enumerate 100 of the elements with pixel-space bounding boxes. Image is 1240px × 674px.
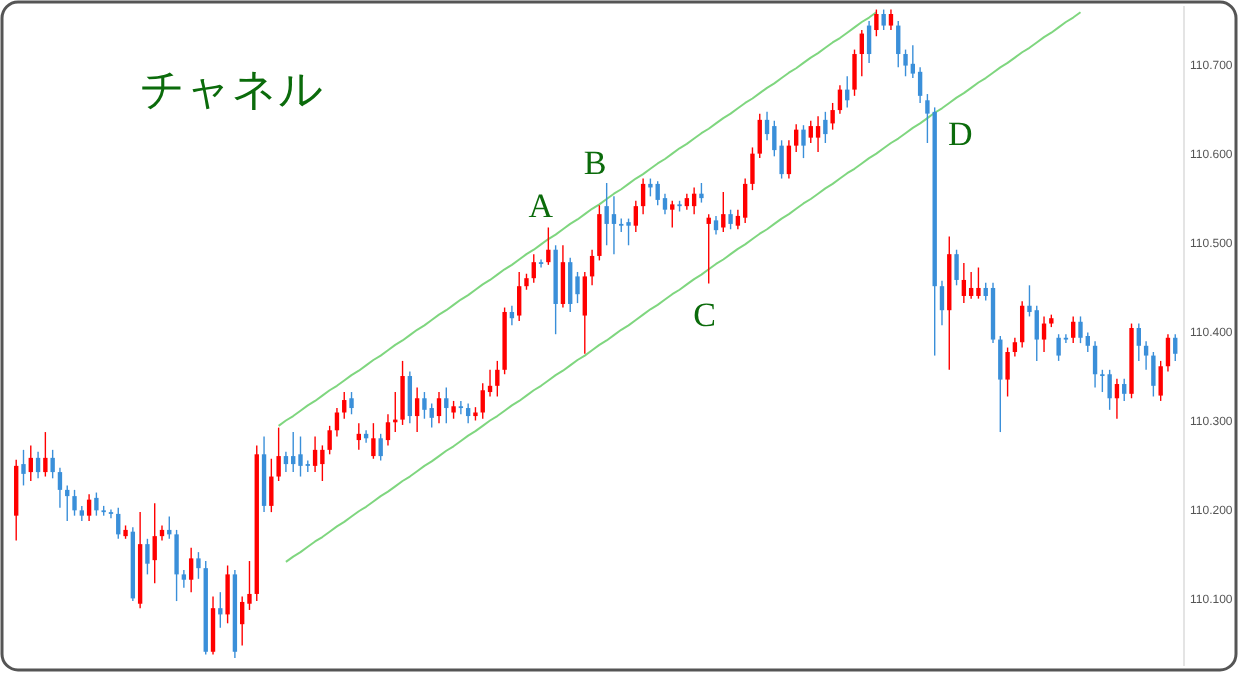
candlestick bbox=[188, 547, 194, 593]
candlestick bbox=[1114, 378, 1120, 420]
candlestick bbox=[837, 84, 843, 115]
candlestick bbox=[495, 360, 500, 398]
candlestick bbox=[269, 458, 274, 513]
candlestick bbox=[582, 271, 587, 355]
candlestick bbox=[742, 177, 748, 224]
candlestick bbox=[699, 182, 704, 204]
candlestick bbox=[888, 8, 894, 31]
candlestick bbox=[1143, 340, 1149, 371]
candlestick bbox=[181, 569, 187, 589]
candlestick bbox=[954, 249, 959, 286]
candlestick bbox=[1136, 322, 1141, 362]
candlestick bbox=[94, 491, 99, 517]
candlestick bbox=[874, 8, 879, 37]
candlestick bbox=[1107, 369, 1112, 411]
candlestick bbox=[998, 335, 1003, 433]
candlestick bbox=[655, 180, 660, 206]
candlestick bbox=[626, 217, 631, 246]
candlestick bbox=[327, 425, 332, 455]
candlestick bbox=[57, 466, 63, 509]
candlestick bbox=[830, 102, 835, 131]
candlestick bbox=[320, 444, 325, 482]
candlestick bbox=[764, 111, 770, 142]
candlestick bbox=[334, 407, 340, 438]
candlestick bbox=[823, 111, 828, 144]
candlestick bbox=[1151, 351, 1156, 398]
candlestick bbox=[670, 200, 675, 229]
candlestick bbox=[1034, 305, 1039, 362]
candlestick bbox=[896, 20, 901, 69]
candlestick bbox=[276, 426, 281, 482]
candlestick bbox=[917, 66, 923, 104]
candlestick bbox=[385, 413, 391, 447]
annotation: C bbox=[693, 296, 716, 335]
candlestick bbox=[291, 431, 296, 473]
annotation: B bbox=[583, 144, 607, 183]
candlestick bbox=[866, 20, 872, 64]
candlestick bbox=[378, 433, 383, 462]
candlestick bbox=[568, 257, 573, 313]
candlestick bbox=[1005, 346, 1010, 398]
candlestick bbox=[757, 112, 762, 159]
candlestick bbox=[43, 431, 48, 478]
candlestick bbox=[881, 8, 886, 31]
candlestick bbox=[808, 120, 813, 144]
candlestick bbox=[633, 200, 639, 233]
candlestick bbox=[1158, 360, 1163, 402]
candlestick bbox=[152, 502, 157, 584]
annotation: A bbox=[528, 187, 555, 226]
candlestick bbox=[50, 449, 55, 480]
candlestick bbox=[210, 595, 216, 656]
candlestick bbox=[349, 391, 354, 415]
candlestick bbox=[1092, 340, 1098, 389]
candlestick bbox=[794, 123, 799, 153]
candlestick bbox=[1165, 333, 1171, 373]
candlestick bbox=[721, 191, 726, 233]
candlestick bbox=[728, 208, 733, 230]
candlestick bbox=[312, 435, 318, 473]
candlestick bbox=[903, 48, 908, 77]
candlestick bbox=[961, 262, 967, 304]
candlestick bbox=[72, 489, 77, 517]
candlestick bbox=[196, 551, 201, 580]
candlestick bbox=[116, 506, 121, 540]
candlestick bbox=[517, 271, 522, 322]
candlestick bbox=[1012, 337, 1018, 358]
candlestick bbox=[640, 177, 646, 215]
candlestick bbox=[86, 493, 92, 522]
candlestick bbox=[976, 266, 981, 300]
candlestick bbox=[35, 450, 41, 480]
candlestick bbox=[538, 258, 544, 269]
candlestick bbox=[750, 146, 755, 191]
candlestick bbox=[1071, 315, 1076, 344]
candlestick bbox=[1019, 300, 1025, 349]
candlestick bbox=[611, 195, 617, 255]
candlestick bbox=[108, 508, 114, 520]
candlestick bbox=[939, 280, 945, 327]
candlestick bbox=[28, 444, 33, 482]
candlestick bbox=[546, 226, 551, 266]
candlestick bbox=[968, 271, 974, 300]
candlestick bbox=[240, 595, 245, 647]
candlestick bbox=[414, 386, 420, 433]
candlestick bbox=[407, 370, 413, 424]
candlestick bbox=[371, 422, 376, 460]
candlestick bbox=[560, 244, 566, 309]
candlestick bbox=[801, 124, 806, 159]
candlestick bbox=[604, 182, 609, 246]
candlestick bbox=[786, 139, 792, 180]
candlestick bbox=[597, 204, 602, 262]
candlestick bbox=[815, 115, 821, 153]
candlestick bbox=[218, 591, 223, 629]
candlestick bbox=[713, 215, 719, 236]
line-series bbox=[277, 11, 878, 427]
candlestick bbox=[458, 400, 464, 415]
candlestick bbox=[422, 391, 427, 420]
candlestick bbox=[1173, 333, 1178, 362]
candlestick bbox=[225, 564, 230, 624]
text: チャネル bbox=[140, 64, 324, 114]
candlestick bbox=[283, 450, 289, 473]
candlestick bbox=[1100, 369, 1105, 393]
candlestick bbox=[436, 391, 442, 424]
candlestick bbox=[429, 402, 434, 429]
